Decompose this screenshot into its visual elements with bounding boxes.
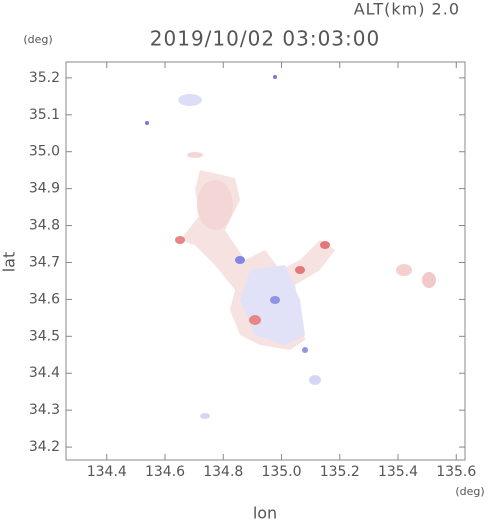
y-tick-label: 35.0: [29, 144, 60, 160]
y-tick-label: 34.3: [29, 402, 60, 418]
y-tick-label: 34.7: [29, 254, 60, 270]
x-tick-label: 135.4: [378, 464, 418, 480]
x-tick-label: 134.4: [87, 464, 127, 480]
plot-frame: [65, 61, 466, 461]
y-tick-label: 34.2: [29, 439, 60, 455]
x-tick-label: 135.6: [436, 464, 476, 480]
x-tick-label: 134.6: [145, 464, 185, 480]
y-unit: (deg): [23, 33, 52, 46]
x-tick-label: 135.2: [320, 464, 360, 480]
x-tick-label: 134.8: [203, 464, 243, 480]
y-tick-label: 35.2: [29, 70, 60, 86]
x-tick-label: 135.0: [261, 464, 301, 480]
radar-echoes: [145, 75, 436, 419]
chart-title: 2019/10/02 03:03:00: [150, 27, 380, 51]
y-tick-label: 34.9: [29, 181, 60, 197]
y-axis-label: lat: [0, 252, 19, 273]
y-tick-label: 34.6: [29, 291, 60, 307]
y-tick-label: 34.5: [29, 328, 60, 344]
x-axis-label: lon: [253, 504, 277, 521]
subtitle: ALT(km) 2.0: [354, 0, 460, 19]
y-tick-label: 34.8: [29, 218, 60, 234]
y-tick-label: 35.1: [29, 107, 60, 123]
x-unit: (deg): [455, 485, 484, 498]
y-tick-label: 34.4: [29, 365, 60, 381]
